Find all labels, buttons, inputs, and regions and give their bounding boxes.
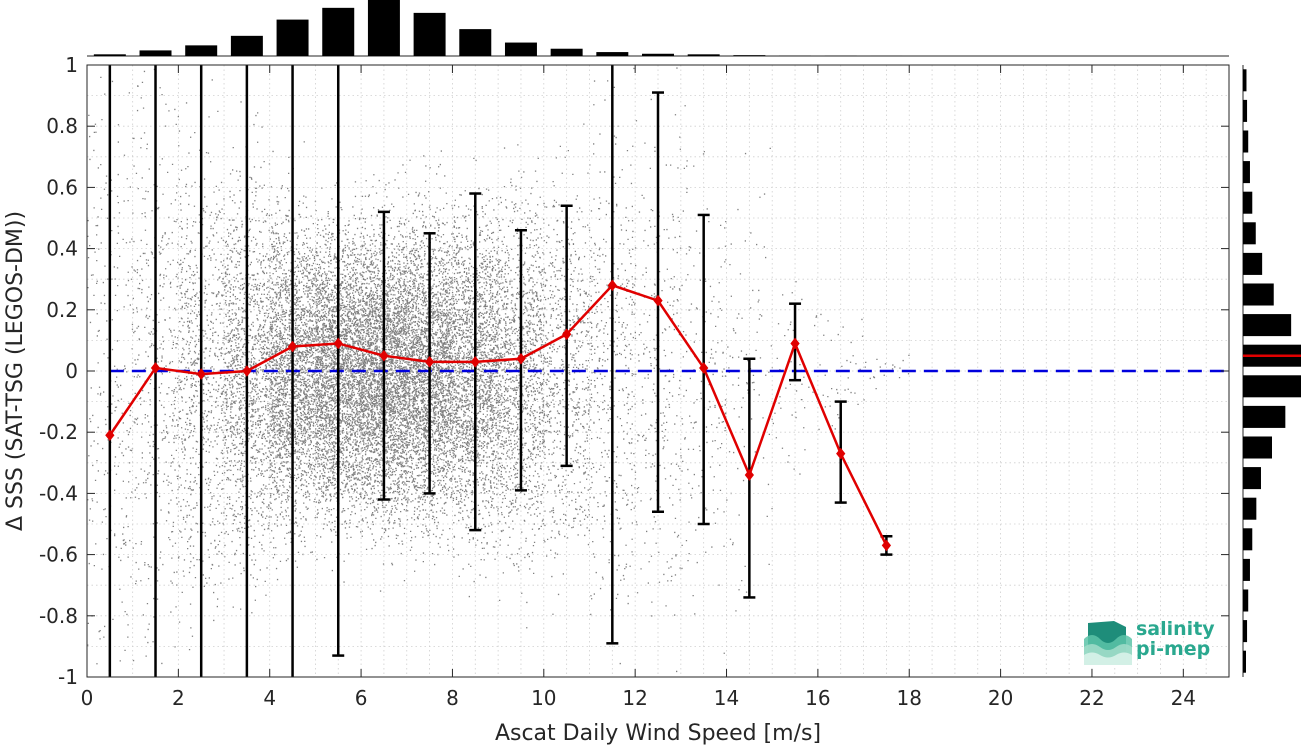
top-hist-bar — [185, 45, 218, 56]
mean-marker — [516, 352, 526, 365]
x-tick-label: 22 — [1079, 686, 1104, 710]
right-hist-bar — [1243, 467, 1261, 490]
right-hist-bar — [1243, 314, 1292, 337]
top-hist-bar — [504, 42, 537, 56]
mean-markers — [105, 279, 892, 552]
x-tick-label: 8 — [446, 686, 459, 710]
right-hist-bar — [1243, 497, 1257, 520]
y-tick-label: -0.8 — [39, 604, 78, 628]
right-hist-bar — [1243, 283, 1274, 306]
right-hist-bar — [1243, 620, 1248, 643]
x-tick-label: 4 — [263, 686, 276, 710]
top-hist-bar — [93, 54, 126, 56]
top-hist-bar — [276, 19, 309, 57]
x-tick-labels: 0 2 4 6 8 10 12 14 16 18 20 22 24 — [81, 686, 1196, 710]
right-hist-bar — [1243, 252, 1263, 275]
logo-line-2: pi-mep — [1136, 638, 1211, 660]
right-hist-bar — [1243, 375, 1301, 398]
x-tick-label: 14 — [714, 686, 739, 710]
y-tick-label: 0.2 — [46, 298, 78, 322]
right-hist-bar — [1243, 99, 1248, 122]
x-tick-label: 12 — [622, 686, 647, 710]
x-tick-label: 20 — [988, 686, 1013, 710]
mean-marker — [424, 356, 435, 368]
right-hist-bar — [1243, 222, 1256, 245]
mean-marker — [653, 294, 663, 307]
x-tick-label: 0 — [81, 686, 94, 710]
mean-marker — [607, 279, 617, 292]
wave-stack-icon — [1084, 621, 1132, 665]
right-hist-bar — [1243, 528, 1253, 551]
right-hist-bar — [1243, 130, 1249, 153]
right-hist-bar — [1243, 589, 1249, 612]
top-hist-bar — [459, 29, 492, 56]
right-hist-bar — [1243, 650, 1246, 673]
mean-marker — [561, 328, 572, 341]
logo-line-1: salinity — [1136, 618, 1215, 640]
mean-marker — [379, 349, 389, 362]
top-hist-bar — [139, 50, 172, 56]
mean-marker — [836, 447, 846, 460]
y-tick-label: -0.6 — [39, 543, 78, 567]
x-tick-label: 24 — [1171, 686, 1196, 710]
mean-marker — [196, 368, 206, 380]
right-hist-bar — [1243, 558, 1250, 581]
x-tick-label: 10 — [531, 686, 556, 710]
right-hist-bar — [1243, 161, 1250, 184]
mean-marker — [150, 362, 161, 374]
x-tick-label: 6 — [355, 686, 368, 710]
y-tick-label: -0.2 — [39, 420, 78, 444]
y-tick-label: -0.4 — [39, 481, 78, 505]
x-tick-label: 18 — [897, 686, 922, 710]
mean-marker — [242, 365, 252, 377]
top-hist-bar — [596, 52, 629, 56]
mean-marker — [470, 356, 480, 368]
x-axis-label: Ascat Daily Wind Speed [m/s] — [495, 721, 821, 746]
y-tick-label: 0.6 — [46, 175, 78, 199]
salinity-pi-mep-logo: salinity pi-mep — [1084, 617, 1215, 667]
y-tick-label: 1 — [65, 53, 78, 77]
mean-marker — [881, 539, 892, 552]
x-tick-label: 2 — [172, 686, 185, 710]
mean-marker — [744, 469, 755, 481]
y-tick-label: 0.4 — [46, 237, 78, 261]
top-hist-bar — [367, 0, 400, 56]
right-hist-bar — [1243, 191, 1253, 214]
mean-marker — [699, 362, 709, 374]
top-hist-bar — [733, 55, 766, 56]
right-hist-bar — [1243, 405, 1286, 428]
top-histogram — [87, 0, 1229, 57]
top-hist-bar — [550, 48, 583, 56]
mean-marker — [287, 340, 298, 353]
mean-marker — [333, 337, 343, 350]
right-hist-bar — [1243, 69, 1247, 92]
top-hist-bar — [230, 35, 263, 56]
x-tick-label: 16 — [805, 686, 830, 710]
y-tick-label: 0 — [65, 359, 78, 383]
right-hist-bar — [1243, 436, 1272, 459]
y-tick-label: -1 — [58, 665, 78, 689]
mean-marker — [790, 337, 800, 350]
y-axis-label: Δ SSS (SAT-TSG (LEGOS-DM)) — [3, 211, 28, 531]
mean-series-line — [108, 283, 888, 546]
top-hist-bar — [642, 53, 674, 56]
mean-marker — [105, 429, 115, 442]
right-histogram — [1242, 65, 1301, 677]
y-tick-labels: -1 -0.8 -0.6 -0.4 -0.2 0 0.2 0.4 0.6 0.8 1 — [39, 53, 78, 689]
top-hist-bar — [322, 7, 355, 56]
top-hist-bar — [687, 54, 720, 56]
tick-marks — [86, 64, 1229, 678]
top-hist-bar — [413, 12, 446, 56]
y-tick-label: 0.8 — [46, 114, 78, 138]
